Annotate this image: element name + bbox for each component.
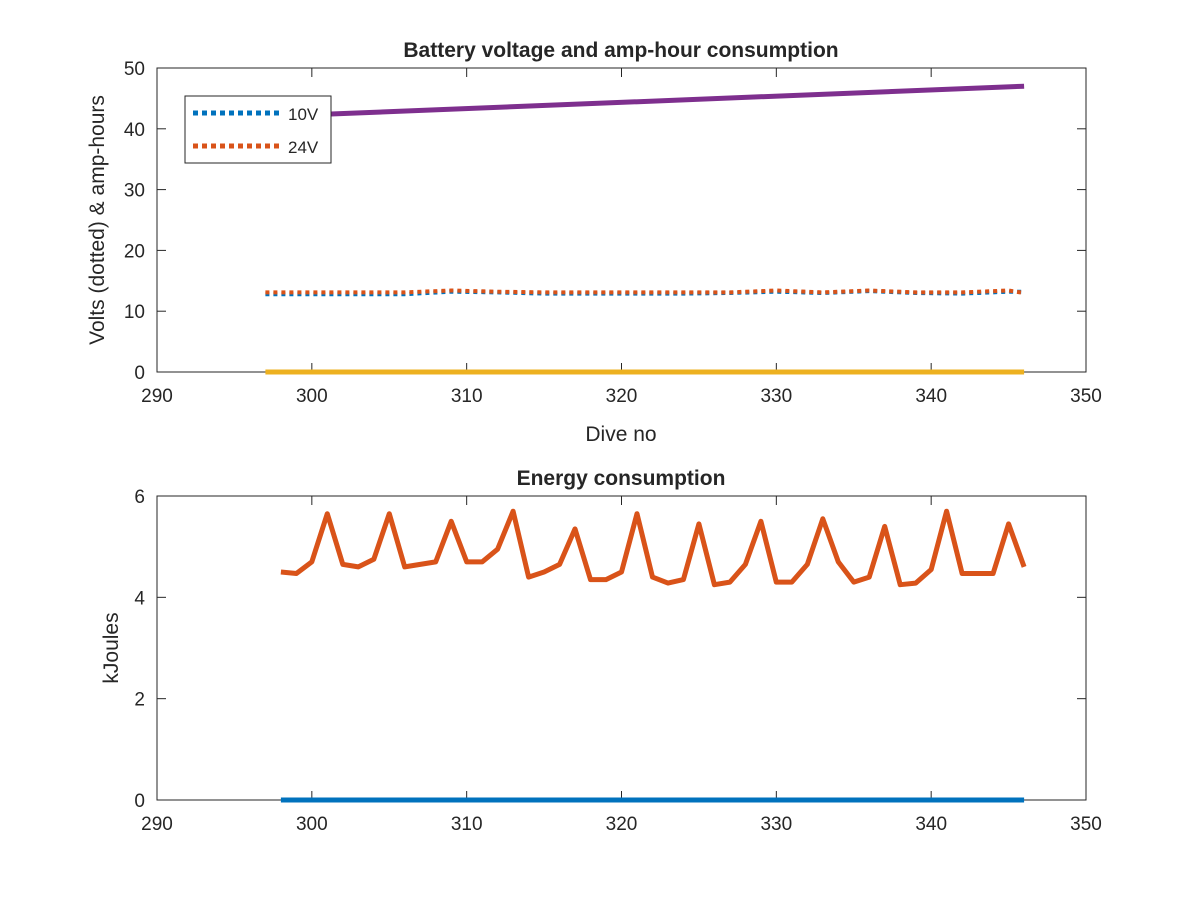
battery-legend: 10V 24V bbox=[184, 95, 332, 164]
battery-y-tick-label: 50 bbox=[124, 59, 145, 80]
legend-label-10v: 10V bbox=[288, 105, 319, 124]
battery-x-axis-label: Dive no bbox=[585, 423, 656, 446]
energy-x-tick-label: 310 bbox=[451, 814, 483, 835]
energy-series bbox=[280, 508, 1027, 803]
battery-x-tick-label: 310 bbox=[451, 386, 483, 407]
battery-x-tick-label: 330 bbox=[760, 386, 792, 407]
battery-y-axis-label: Volts (dotted) & amp-hours bbox=[86, 95, 109, 345]
energy-x-tick-label: 300 bbox=[296, 814, 328, 835]
battery-x-tick-label: 350 bbox=[1070, 386, 1102, 407]
energy-x-tick-label: 290 bbox=[141, 814, 173, 835]
battery-series-line-2 bbox=[311, 83, 1025, 118]
battery-y-tick-label: 20 bbox=[124, 241, 145, 262]
legend-label-24v: 24V bbox=[288, 138, 319, 157]
battery-y-tick-label: 10 bbox=[124, 302, 145, 323]
battery-x-tick-label: 300 bbox=[296, 386, 328, 407]
battery-x-tick-label: 340 bbox=[915, 386, 947, 407]
battery-y-tick-label: 40 bbox=[124, 120, 145, 141]
energy-chart-title: Energy consumption bbox=[517, 467, 726, 490]
energy-y-tick-label: 4 bbox=[134, 588, 145, 609]
energy-y-axis-label: kJoules bbox=[100, 612, 123, 683]
battery-series bbox=[265, 83, 1025, 375]
energy-series-line-0 bbox=[280, 508, 1027, 588]
energy-x-tick-label: 350 bbox=[1070, 814, 1102, 835]
energy-x-tick-label: 330 bbox=[760, 814, 792, 835]
battery-chart-title: Battery voltage and amp-hour consumption bbox=[403, 39, 838, 62]
battery-x-tick-label: 290 bbox=[141, 386, 173, 407]
energy-y-tick-label: 2 bbox=[134, 690, 145, 711]
energy-chart: Energy consumption kJoules 290 300 310 320 3… bbox=[100, 467, 1102, 835]
battery-ticks: 290 300 310 320 330 340 350 0 10 20 30 40 50 bbox=[124, 59, 1102, 407]
battery-x-tick-label: 320 bbox=[606, 386, 638, 407]
energy-y-tick-label: 6 bbox=[134, 487, 145, 508]
energy-x-tick-label: 340 bbox=[915, 814, 947, 835]
battery-y-tick-label: 30 bbox=[124, 181, 145, 202]
energy-ticks: 290 300 310 320 330 340 350 0 2 4 6 bbox=[134, 487, 1101, 835]
battery-series-line-1 bbox=[265, 288, 1025, 295]
energy-y-tick-label: 0 bbox=[134, 791, 145, 812]
battery-chart: Battery voltage and amp-hour consumption… bbox=[86, 39, 1102, 446]
energy-plot-area bbox=[156, 495, 1087, 801]
energy-x-tick-label: 320 bbox=[606, 814, 638, 835]
battery-y-tick-label: 0 bbox=[134, 363, 145, 384]
battery-legend-box bbox=[184, 95, 332, 164]
